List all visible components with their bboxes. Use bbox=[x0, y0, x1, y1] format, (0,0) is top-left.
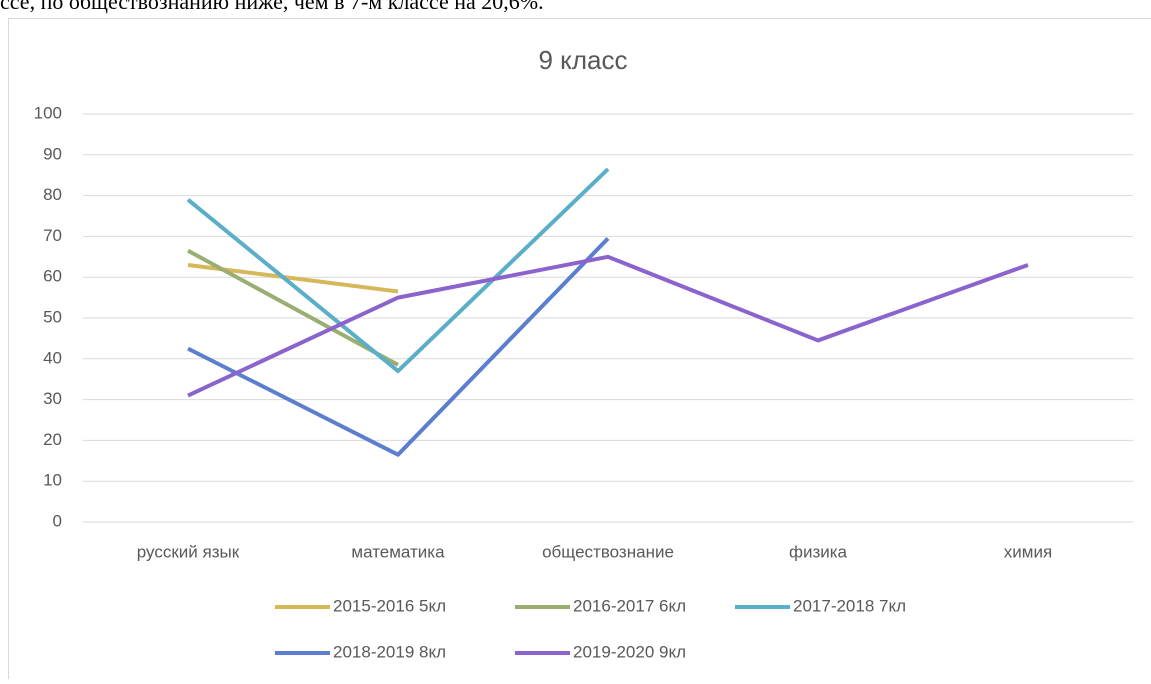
x-tick-label: обществознание bbox=[542, 542, 674, 561]
legend-label: 2019-2020 9кл bbox=[573, 642, 686, 661]
chart-border bbox=[9, 19, 1151, 680]
x-tick-label: химия bbox=[1004, 542, 1052, 561]
x-tick-label: русский язык bbox=[137, 542, 240, 561]
y-tick-label: 100 bbox=[34, 103, 62, 122]
y-tick-label: 10 bbox=[43, 471, 62, 490]
caption: ссе, по обществознанию ниже, чем в 7-м к… bbox=[0, 0, 544, 14]
y-tick-label: 80 bbox=[43, 185, 62, 204]
y-tick-label: 60 bbox=[43, 267, 62, 286]
legend-label: 2017-2018 7кл bbox=[793, 596, 906, 615]
y-tick-label: 50 bbox=[43, 307, 62, 326]
legend-label: 2016-2017 6кл bbox=[573, 596, 686, 615]
chart-title: 9 класс bbox=[539, 45, 628, 75]
legend-label: 2018-2019 8кл bbox=[333, 642, 446, 661]
y-tick-label: 20 bbox=[43, 430, 62, 449]
y-tick-label: 30 bbox=[43, 389, 62, 408]
legend-label: 2015-2016 5кл bbox=[333, 596, 446, 615]
y-tick-label: 90 bbox=[43, 144, 62, 163]
y-tick-label: 70 bbox=[43, 226, 62, 245]
y-tick-label: 0 bbox=[53, 511, 62, 530]
x-tick-label: физика bbox=[789, 542, 848, 561]
y-tick-label: 40 bbox=[43, 348, 62, 367]
x-tick-label: математика bbox=[351, 542, 445, 561]
